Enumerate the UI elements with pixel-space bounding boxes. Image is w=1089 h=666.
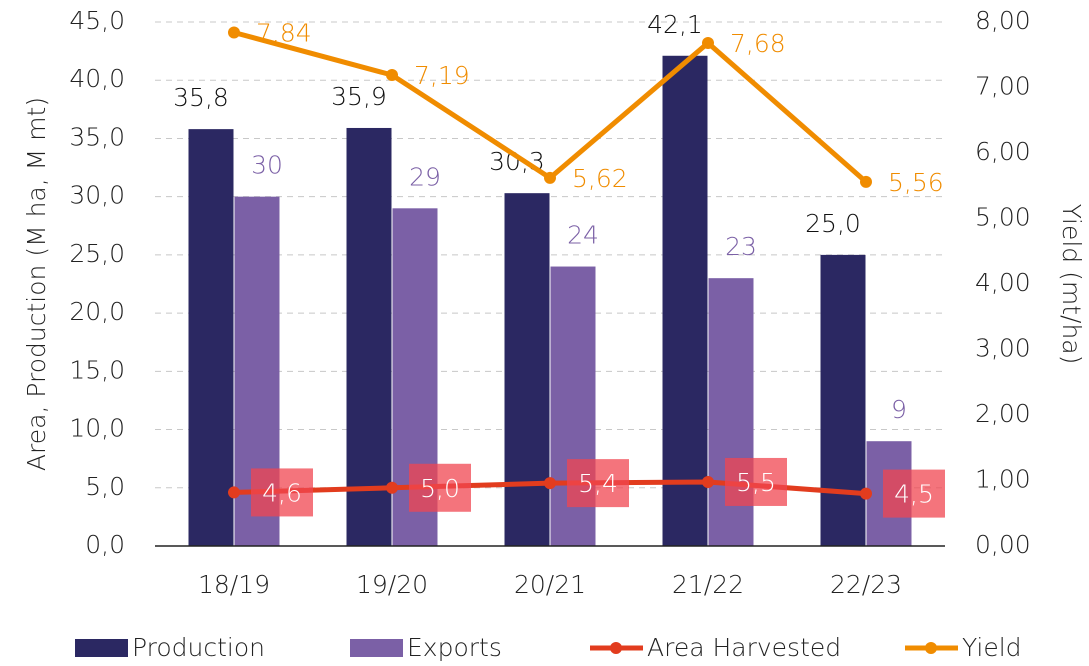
data-label-box [883,469,945,518]
x-tick-label: 21/22 [672,570,744,599]
data-label: 29 [409,162,441,191]
data-label: 7,84 [256,18,312,47]
y2-tick-label: 3,00 [975,334,1031,363]
data-label: 7,19 [414,61,470,90]
line-point [702,475,714,488]
data-label: 4,6 [262,478,302,507]
y-tick-label: 30,0 [69,181,125,210]
data-label: 42,1 [647,10,703,39]
data-label: 35,9 [331,82,387,111]
bar [662,55,708,546]
legend-swatch [925,642,937,654]
line-point [386,481,398,494]
line-point [544,171,556,184]
data-label-box [567,459,629,508]
data-label-box [251,468,313,517]
legend-swatch [350,639,403,657]
y-tick-label: 5,0 [85,472,125,501]
bar [820,254,866,546]
data-label: 5,5 [736,468,776,497]
data-label: 5,4 [578,469,618,498]
y-tick-label: 40,0 [69,64,125,93]
x-tick-label: 22/23 [830,570,902,599]
x-tick-label: 18/19 [198,570,270,599]
legend-swatch [75,639,128,657]
data-label: 5,0 [420,474,460,503]
y2-tick-label: 5,00 [975,203,1031,232]
line-point [386,69,398,82]
y2-tick-label: 7,00 [975,72,1031,101]
y2-tick-label: 2,00 [975,399,1031,428]
y2-tick-label: 1,00 [975,465,1031,494]
data-label: 5,62 [572,164,628,193]
legend-label: Yield [962,633,1022,662]
line-point [228,486,240,499]
data-label: 30 [251,151,283,180]
legend-swatch [610,642,622,654]
line-point [860,487,872,500]
data-label-box [409,463,471,512]
y-tick-label: 35,0 [69,122,125,151]
legend-label: Area Harvested [647,633,841,662]
y-tick-label: 15,0 [69,355,125,384]
line-point [544,477,556,490]
bar [504,193,550,546]
y-tick-label: 45,0 [69,6,125,35]
x-tick-label: 19/20 [356,570,428,599]
bar [346,127,392,546]
bar [188,129,234,546]
x-tick-label: 20/21 [514,570,586,599]
data-label: 25,0 [805,209,861,238]
y-tick-label: 0,0 [85,530,125,559]
y2-tick-label: 0,00 [975,530,1031,559]
data-label: 24 [567,221,599,250]
y-axis-title: Area, Production (M ha, M mt) [22,97,51,471]
data-label: 9 [891,395,907,424]
line-point [228,26,240,39]
y2-axis-title: Yield (mt/ha) [1057,204,1086,365]
y-tick-label: 20,0 [69,297,125,326]
y2-tick-label: 6,00 [975,137,1031,166]
data-label: 23 [725,232,757,261]
legend-label: Production [132,633,265,662]
y-tick-label: 10,0 [69,414,125,443]
data-label: 35,8 [173,83,229,112]
legend-label: Exports [407,633,502,662]
y2-tick-label: 4,00 [975,268,1031,297]
data-label: 7,68 [730,29,786,58]
data-label: 5,56 [888,168,944,197]
data-label-box [725,457,787,506]
line-point [860,175,872,188]
y-tick-label: 25,0 [69,239,125,268]
data-label: 4,5 [894,480,934,509]
y2-tick-label: 8,00 [975,6,1031,35]
line-point [702,36,714,49]
